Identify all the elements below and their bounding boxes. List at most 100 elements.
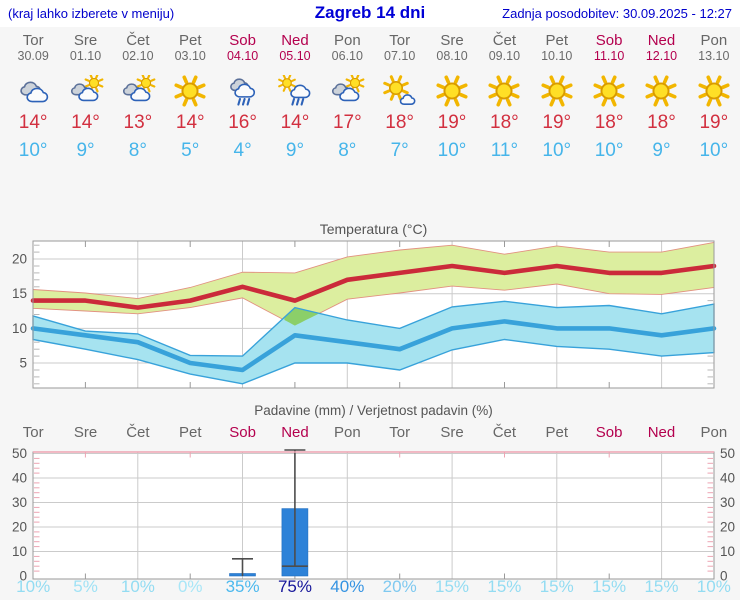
precip-probability-value: 10%	[696, 577, 731, 596]
svg-text:20: 20	[720, 520, 735, 535]
precip-probability-value: 15%	[435, 577, 470, 596]
day-name: Sre	[440, 32, 464, 49]
svg-text:40: 40	[12, 471, 27, 486]
day-column[interactable]: Sre 08.10	[426, 32, 478, 64]
svg-text:10: 10	[12, 321, 27, 336]
day-date: 07.10	[384, 49, 416, 63]
precip-probability-row: 10% 5% 10% 0% 35% 75% 40% 20% 15% 15% 15% 15% 15% 10%	[7, 577, 740, 597]
precip-probability-value: 40%	[330, 577, 365, 596]
day-name: Sob	[595, 32, 623, 49]
day-name: Ned	[281, 32, 309, 49]
precip-probability-value: 10%	[120, 577, 155, 596]
svg-text:0: 0	[720, 569, 728, 584]
precipitation-chart-title: Padavine (mm) / Verjetnost padavin (%)	[254, 403, 493, 418]
precip-probability-value: 0%	[177, 577, 203, 596]
precip-day-label: Sre	[73, 424, 98, 441]
day-column[interactable]: Sre 01.10	[59, 32, 111, 64]
weather-icon-row	[7, 74, 740, 110]
day-date: 03.10	[174, 49, 206, 63]
precip-probability-value: 35%	[225, 577, 260, 596]
low-temp-value: 10°	[699, 140, 729, 161]
svg-text:20: 20	[12, 252, 27, 267]
sunny-icon	[164, 74, 216, 110]
partly-cloudy-icon	[321, 74, 373, 110]
precip-day-label: Ned	[281, 424, 309, 441]
precip-day-label: Tor	[389, 424, 411, 441]
svg-text:30: 30	[12, 495, 27, 510]
day-column[interactable]: Tor 07.10	[374, 32, 426, 64]
high-temp-value: 14°	[71, 112, 100, 133]
day-date: 11.10	[593, 49, 625, 63]
precipitation-chart: 0 0 10 10 20 20 30 30 40 40 50 50	[12, 448, 735, 584]
precip-probability-value: 10%	[16, 577, 51, 596]
svg-text:50: 50	[720, 448, 735, 461]
high-temp-value: 18°	[385, 112, 415, 133]
day-name: Čet	[492, 32, 517, 49]
day-name: Pon	[333, 32, 361, 49]
rain-icon	[216, 74, 268, 110]
svg-text:30: 30	[720, 495, 735, 510]
cloudy-icon	[7, 74, 59, 110]
day-column[interactable]: Pet 03.10	[164, 32, 216, 64]
low-temp-value: 8°	[128, 140, 147, 161]
low-temp-value: 10°	[594, 140, 624, 161]
sun-rain-icon	[269, 74, 321, 110]
day-date: 13.10	[698, 49, 730, 63]
day-name: Sre	[73, 32, 98, 49]
day-name: Pet	[545, 32, 568, 49]
day-column[interactable]: Sob 11.10	[583, 32, 635, 64]
low-temp-value: 9°	[76, 140, 95, 161]
precip-probability-value: 75%	[277, 577, 312, 596]
high-temp-value: 14°	[18, 112, 48, 133]
precip-day-label: Pon	[333, 424, 361, 441]
precip-probability-value: 15%	[592, 577, 627, 596]
svg-text:10: 10	[720, 544, 735, 559]
svg-text:40: 40	[720, 471, 735, 486]
low-temp-value: 7°	[390, 140, 409, 161]
sunny-icon	[531, 74, 583, 110]
day-name: Tor	[389, 32, 411, 49]
mostly-sunny-icon	[374, 74, 426, 110]
day-column[interactable]: Ned 12.10	[635, 32, 687, 64]
temperature-chart: 5 10 15 20	[12, 240, 717, 389]
low-temp-row: 10° 9° 8° 5° 4° 9° 8° 7° 10° 11° 10° 10° 9° 10°	[7, 140, 740, 162]
precip-probability-value: 5%	[73, 577, 98, 596]
precipitation-day-labels: Tor Sre Čet Pet Sob Ned Pon Tor Sre Čet Pet Sob Ned P…	[7, 424, 740, 441]
day-name: Sob	[229, 32, 256, 49]
precip-day-label: Čet	[492, 424, 517, 441]
high-temp-value: 16°	[228, 112, 257, 133]
day-name: Pet	[178, 32, 202, 49]
high-temp-value: 14°	[175, 112, 205, 133]
precip-day-label: Čet	[126, 424, 150, 441]
day-column[interactable]: Čet 02.10	[112, 33, 164, 64]
high-temp-row: 14° 14° 13° 14° 16° 14° 17° 18° 19° 18° 19° 18° 18° 1…	[7, 112, 740, 134]
day-date: 05.10	[279, 49, 311, 63]
day-date: 01.10	[69, 49, 102, 63]
high-temp-value: 18°	[490, 112, 519, 133]
day-date: 08.10	[436, 49, 468, 63]
svg-text:0: 0	[19, 569, 27, 584]
high-temp-value: 18°	[647, 112, 676, 133]
low-temp-value: 9°	[285, 140, 305, 161]
day-column[interactable]: Tor 30.09	[7, 32, 59, 64]
day-column[interactable]: Pon 13.10	[688, 33, 740, 64]
high-temp-value: 19°	[437, 112, 467, 133]
day-column[interactable]: Pet 10.10	[531, 32, 583, 64]
day-column[interactable]: Čet 09.10	[478, 32, 530, 64]
low-temp-value: 10°	[437, 140, 467, 161]
sunny-icon	[426, 74, 478, 110]
day-date: 10.10	[541, 49, 573, 63]
partly-cloudy-icon	[59, 74, 111, 110]
precip-day-label: Tor	[22, 424, 44, 441]
day-column[interactable]: Sob 04.10	[216, 32, 268, 64]
high-temp-value: 18°	[594, 112, 624, 133]
low-temp-value: 9°	[652, 140, 671, 161]
day-name: Tor	[22, 32, 44, 49]
day-column[interactable]: Pon 06.10	[321, 32, 373, 64]
high-temp-value: 19°	[699, 112, 729, 133]
temperature-chart-title: Temperatura (°C)	[319, 221, 428, 237]
day-column[interactable]: Ned 05.10	[269, 32, 321, 64]
day-name: Ned	[647, 32, 676, 49]
sunny-icon	[635, 74, 687, 110]
